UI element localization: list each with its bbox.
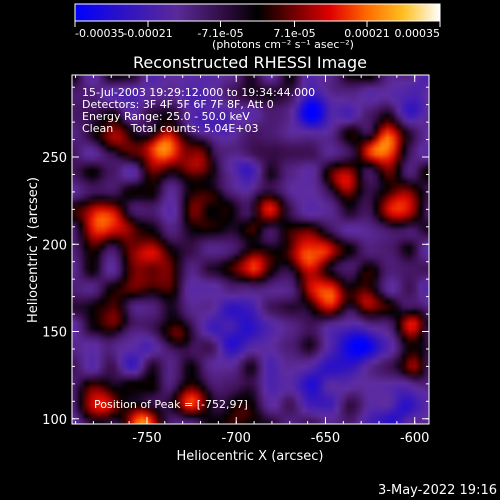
y-tick-label: 150: [42, 326, 67, 341]
annotation-detectors: Detectors: 3F 4F 5F 6F 7F 8F, Att 0: [82, 98, 274, 111]
x-tick-label: -750: [132, 431, 162, 446]
observation-annotations: 15-Jul-2003 19:29:12.000 to 19:34:44.000…: [82, 86, 315, 135]
x-axis-ticks: -750 -700 -650 -600: [75, 75, 430, 446]
heatmap-image: [72, 75, 429, 424]
colorbar-frame: [74, 3, 441, 22]
y-axis-ticks: 100 150 200 250: [42, 86, 429, 428]
peak-position-label: Position of Peak = [-752,97]: [94, 398, 248, 411]
x-tick-label: -700: [221, 431, 251, 446]
annotation-energy-range: Energy Range: 25.0 - 50.0 keV: [82, 110, 250, 123]
x-axis-label: Heliocentric X (arcsec): [177, 449, 324, 464]
colorbar-tick-label: -0.00035: [75, 27, 124, 40]
colorbar-tick-label: 7.1e-05: [273, 27, 315, 40]
plot-frame: [71, 74, 430, 425]
date-stamp: 3-May-2022 19:16: [378, 483, 497, 498]
x-tick-label: -650: [311, 431, 341, 446]
colorbar-unit-label: (photons cm⁻² s⁻¹ asec⁻²): [212, 38, 354, 51]
chart-title: Reconstructed RHESSI Image: [133, 53, 367, 72]
annotation-time-range: 15-Jul-2003 19:29:12.000 to 19:34:44.000: [82, 86, 315, 99]
y-tick-label: 250: [42, 151, 67, 166]
y-axis-label: Heliocentric Y (arcsec): [26, 177, 41, 323]
y-tick-label: 100: [42, 413, 67, 428]
colorbar: [75, 4, 440, 21]
colorbar-tick-label: 0.00021: [344, 27, 390, 40]
colorbar-tick-label: 0.00035: [395, 27, 441, 40]
colorbar-tick-label: -0.00021: [123, 27, 172, 40]
colorbar-ticks: -0.00035-0.00021 -7.1e-05 7.1e-05 0.00021 0.…: [74, 21, 441, 40]
x-tick-label: -600: [400, 431, 430, 446]
colorbar-tick-label: -7.1e-05: [197, 27, 243, 40]
annotation-clean-counts: Clean Total counts: 5.04E+03: [82, 122, 259, 135]
y-tick-label: 200: [42, 238, 67, 253]
